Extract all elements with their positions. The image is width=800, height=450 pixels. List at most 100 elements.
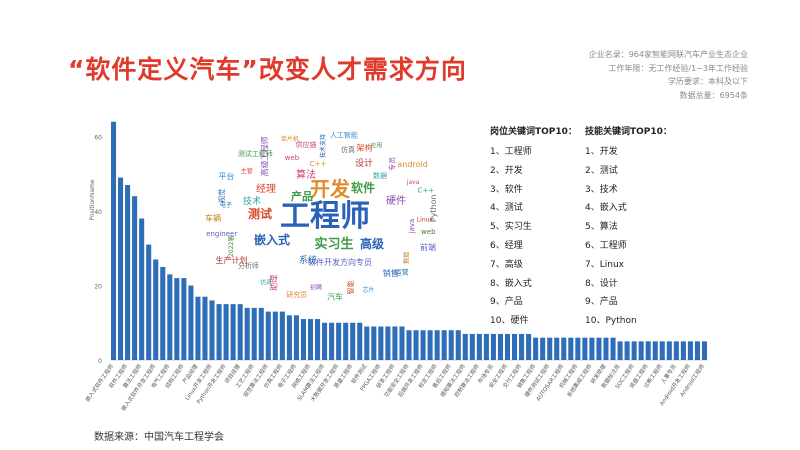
bar <box>448 330 454 360</box>
word-cloud-term: 供应链 <box>296 140 317 149</box>
meta-company-scope: 企业名录：964家智能网联汽车产业生态企业 <box>588 50 748 59</box>
bar <box>589 337 595 360</box>
bar <box>378 326 384 360</box>
bar <box>540 337 546 360</box>
word-cloud-term: android <box>397 160 427 169</box>
bar <box>118 177 124 360</box>
bar <box>167 274 173 360</box>
bar <box>371 326 377 360</box>
bar <box>462 333 468 360</box>
bar <box>638 341 644 360</box>
bar <box>244 307 250 360</box>
position-keyword-item: 4、测试 <box>490 203 523 214</box>
word-cloud-term: 技术 <box>243 195 261 207</box>
word-cloud-term: Linux <box>417 217 434 224</box>
bar <box>568 337 574 360</box>
bar <box>701 341 708 360</box>
bar <box>455 330 461 360</box>
bar <box>645 341 651 360</box>
word-cloud-term: 视觉 <box>217 189 226 203</box>
position-keyword-item: 7、高级 <box>490 259 523 270</box>
bar <box>230 304 236 360</box>
data-source: 数据来源：中国汽车工程学会 <box>94 432 224 443</box>
bar <box>490 333 496 360</box>
bar <box>110 121 117 360</box>
bar <box>617 341 623 360</box>
word-cloud-term: engineer <box>206 230 237 238</box>
bar <box>631 341 637 360</box>
bar <box>181 278 187 360</box>
meta-data-count: 数据总量：6954条 <box>679 90 748 100</box>
bar <box>575 337 581 360</box>
word-cloud-term: java <box>406 179 420 186</box>
position-keyword-item: 10、硬件 <box>490 316 529 327</box>
word-cloud-term: C++ <box>310 160 327 168</box>
bar <box>413 330 419 360</box>
word-cloud-term: 车辆 <box>205 213 221 223</box>
skill-keyword-item: 7、Linux <box>585 259 624 270</box>
y-tick-label: 40 <box>94 209 102 216</box>
position-keyword-item: 6、经理 <box>490 240 523 251</box>
word-cloud-term: 单片机 <box>281 135 299 143</box>
bar <box>216 304 222 360</box>
bar <box>174 278 180 360</box>
bar <box>237 304 243 360</box>
bar <box>350 322 356 360</box>
word-cloud-term: 生产计划 <box>216 255 248 265</box>
word-cloud-term: C++ <box>417 187 434 195</box>
bar <box>554 337 560 360</box>
bar <box>357 322 363 360</box>
bar <box>547 337 553 360</box>
bar <box>652 341 658 360</box>
word-cloud-term: 软件开发方向专员 <box>308 257 372 267</box>
word-cloud-term: Python <box>429 194 438 222</box>
position-keyword-item: 9、产品 <box>490 297 523 308</box>
position-keywords-list: 岗位关键词TOP10： 1、工程师 2、开发 3、软件 4、测试 5、实习生 6、经理 7、… <box>490 124 610 332</box>
bar <box>209 300 215 360</box>
word-cloud-term: 数据 <box>373 171 387 180</box>
bar <box>258 307 264 360</box>
word-cloud-term: 产品 <box>291 189 313 203</box>
y-axis-label: PositionName <box>89 179 96 220</box>
bar <box>307 319 314 360</box>
bar <box>519 333 525 360</box>
bar <box>582 337 588 360</box>
word-cloud-term: java <box>408 219 416 235</box>
skill-keyword-item: 6、工程师 <box>585 240 627 251</box>
bar <box>526 333 532 360</box>
bar <box>329 322 335 360</box>
bar <box>139 218 145 360</box>
word-cloud-term: 分析师 <box>238 261 259 270</box>
bar <box>343 322 349 360</box>
bar <box>673 341 679 360</box>
position-keyword-item: 8、嵌入式 <box>490 278 532 289</box>
bar <box>392 326 398 360</box>
skill-keyword-item: 1、开发 <box>585 147 618 157</box>
skill-keywords-list: 技能关键词TOP10： 1、开发 2、测试 3、技术 4、嵌入式 5、算法 6、工程师 7、… <box>585 124 705 332</box>
bar <box>434 330 440 360</box>
word-cloud-term: 软件 <box>351 180 375 195</box>
word-cloud-term: 仿真 <box>341 145 355 154</box>
bar <box>694 341 700 360</box>
word-cloud-term: 技术支持 <box>319 134 327 158</box>
skill-keyword-item: 2、测试 <box>585 165 618 176</box>
bar <box>160 266 166 360</box>
skill-keyword-item: 9、产品 <box>585 297 618 308</box>
word-cloud-term: 测试工程师 <box>238 149 273 158</box>
word-cloud-term: 运营 <box>395 268 409 277</box>
word-cloud-term: 仿真 <box>260 278 272 286</box>
bar <box>469 333 475 360</box>
bar <box>315 319 321 360</box>
bar <box>399 326 405 360</box>
position-keywords-heading: 岗位关键词TOP10： <box>490 127 577 137</box>
bar <box>195 296 201 360</box>
meta-experience: 工作年限：无工作经验/1~3年工作经验 <box>608 63 748 73</box>
meta-education: 学历要求：本科及以下 <box>668 77 748 86</box>
bar <box>125 185 131 360</box>
bar <box>364 326 370 360</box>
skill-keyword-item: 10、Python <box>585 316 637 327</box>
page-title: “软件定义汽车”改变人才需求方向 <box>68 55 467 84</box>
bar <box>146 244 152 360</box>
word-cloud-term: 实习生 <box>314 236 353 252</box>
position-keyword-item: 1、工程师 <box>490 147 532 157</box>
